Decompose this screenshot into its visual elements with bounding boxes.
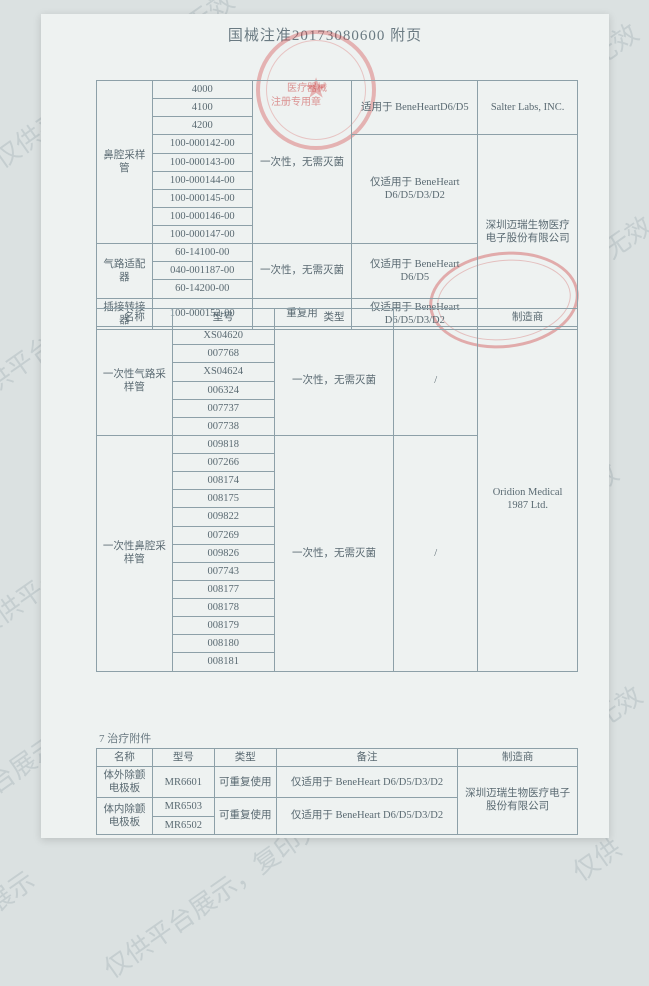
cell-name: 鼻腔采样管	[97, 81, 153, 244]
cell-model: 008175	[172, 490, 274, 508]
cell-remark: 仅适用于 BeneHeart D6/D5/D3/D2	[352, 135, 478, 244]
col-header: 名称	[97, 749, 153, 767]
cell-model: 009822	[172, 508, 274, 526]
cell-type: 一次性，无需灭菌	[252, 81, 352, 244]
cell-model: 008181	[172, 653, 274, 671]
watermark: 台展示	[0, 861, 42, 936]
col-header: 型号	[152, 749, 214, 767]
cell-model: XS04620	[172, 327, 274, 345]
cell-model: 007266	[172, 454, 274, 472]
cell-model: 040-001187-00	[152, 262, 252, 280]
cell-remark: 仅适用于 BeneHeart D6/D5/D3/D2	[276, 798, 458, 834]
cell-model: 007743	[172, 562, 274, 580]
cell-model: 4000	[152, 81, 252, 99]
col-header	[394, 309, 478, 327]
col-header: 名称	[97, 309, 173, 327]
cell-remark: /	[394, 435, 478, 671]
table-row: 鼻腔采样管 4000 一次性，无需灭菌 适用于 BeneHeartD6/D5 S…	[97, 81, 578, 99]
table-header-row: 名称 型号 类型 制造商	[97, 309, 578, 327]
table-header-row: 名称 型号 类型 备注 制造商	[97, 749, 578, 767]
cell-model: XS04624	[172, 363, 274, 381]
page-title: 国械注准20173080600 附页	[41, 24, 609, 45]
table-3: 名称 型号 类型 备注 制造商 体外除颤电极板 MR6601 可重复使用 仅适用…	[96, 748, 578, 835]
cell-type: 一次性，无需灭菌	[252, 244, 352, 298]
cell-model: MR6502	[152, 816, 214, 834]
section-heading: 7 治疗附件	[99, 730, 151, 746]
cell-type: 可重复使用	[214, 767, 276, 798]
cell-model: 100-000143-00	[152, 153, 252, 171]
cell-mfr: 深圳迈瑞生物医疗电子股份有限公司	[478, 135, 578, 329]
cell-type: 一次性，无需灭菌	[274, 327, 394, 436]
cell-remark: 仅适用于 BeneHeart D6/D5/D3/D2	[276, 767, 458, 798]
cell-model: 100-000144-00	[152, 171, 252, 189]
col-header: 制造商	[478, 309, 578, 327]
cell-type: 可重复使用	[214, 798, 276, 834]
cell-model: 006324	[172, 381, 274, 399]
table-row: 体外除颤电极板 MR6601 可重复使用 仅适用于 BeneHeart D6/D…	[97, 767, 578, 798]
cell-type: 一次性，无需灭菌	[274, 435, 394, 671]
cell-model: 008177	[172, 580, 274, 598]
cell-name: 体内除颤电极板	[97, 798, 153, 834]
col-header: 备注	[276, 749, 458, 767]
cell-model: 60-14100-00	[152, 244, 252, 262]
table-row: 一次性气路采样管 XS04620 一次性，无需灭菌 / Oridion Medi…	[97, 327, 578, 345]
cell-mfr: Salter Labs, INC.	[478, 81, 578, 135]
cell-mfr: Oridion Medical 1987 Ltd.	[478, 327, 578, 671]
table-2: 名称 型号 类型 制造商 一次性气路采样管 XS04620 一次性，无需灭菌 /…	[96, 308, 578, 672]
cell-model: 007737	[172, 399, 274, 417]
cell-model: 009826	[172, 544, 274, 562]
cell-model: 100-000145-00	[152, 189, 252, 207]
cell-model: 007269	[172, 526, 274, 544]
cell-name: 一次性鼻腔采样管	[97, 435, 173, 671]
cell-model: 008174	[172, 472, 274, 490]
cell-name: 气路适配器	[97, 244, 153, 298]
cell-model: 007738	[172, 417, 274, 435]
cell-remark: 仅适用于 BeneHeart D6/D5	[352, 244, 478, 298]
cell-model: MR6601	[152, 767, 214, 798]
cell-remark: 适用于 BeneHeartD6/D5	[352, 81, 478, 135]
cell-name: 体外除颤电极板	[97, 767, 153, 798]
cell-mfr: 深圳迈瑞生物医疗电子股份有限公司	[458, 767, 578, 835]
cell-model: 4200	[152, 117, 252, 135]
cell-model: 008178	[172, 599, 274, 617]
cell-model: 008180	[172, 635, 274, 653]
cell-model: MR6503	[152, 798, 214, 816]
table-1: 鼻腔采样管 4000 一次性，无需灭菌 适用于 BeneHeartD6/D5 S…	[96, 80, 578, 330]
cell-name: 一次性气路采样管	[97, 327, 173, 436]
col-header: 类型	[274, 309, 394, 327]
col-header: 类型	[214, 749, 276, 767]
cell-model: 100-000146-00	[152, 207, 252, 225]
cell-model: 100-000142-00	[152, 135, 252, 153]
cell-model: 008179	[172, 617, 274, 635]
cell-model: 009818	[172, 435, 274, 453]
cell-model: 60-14200-00	[152, 280, 252, 298]
col-header: 型号	[172, 309, 274, 327]
cell-model: 007768	[172, 345, 274, 363]
cell-model: 4100	[152, 99, 252, 117]
document-page: 国械注准20173080600 附页 医疗器械 注册专用章 鼻腔采样管 4000…	[41, 14, 609, 838]
cell-remark: /	[394, 327, 478, 436]
cell-model: 100-000147-00	[152, 226, 252, 244]
col-header: 制造商	[458, 749, 578, 767]
